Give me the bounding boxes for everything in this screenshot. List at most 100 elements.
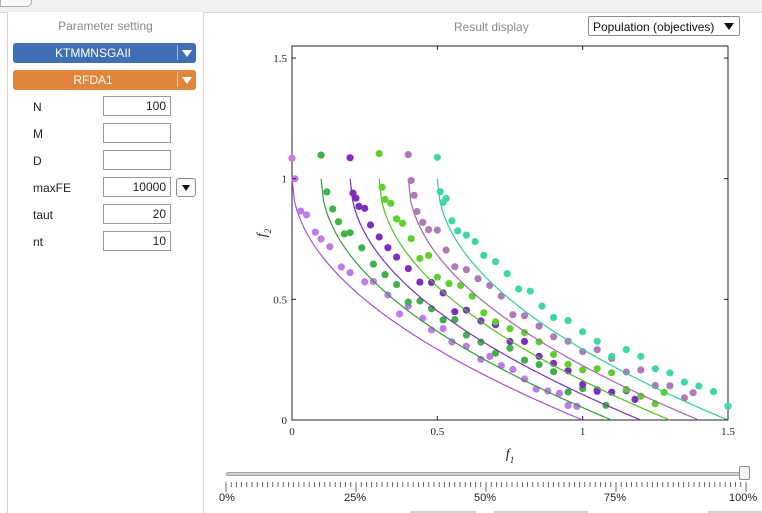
- population-point: [593, 337, 601, 345]
- population-point: [451, 308, 459, 316]
- slider-ticks: [225, 482, 747, 492]
- population-point: [337, 263, 345, 271]
- top-toolbar-strip: [0, 0, 762, 13]
- population-point: [593, 346, 601, 354]
- population-point: [433, 153, 441, 161]
- population-point: [564, 317, 572, 325]
- population-point: [593, 365, 601, 373]
- view-select-dropdown[interactable]: Population (objectives): [588, 16, 740, 36]
- population-point: [462, 231, 470, 239]
- param-label: taut: [33, 208, 54, 222]
- population-point: [555, 389, 563, 397]
- param-input-d[interactable]: [103, 150, 171, 170]
- bottom-button-stub[interactable]: [708, 511, 762, 513]
- bottom-button-stub[interactable]: [494, 511, 588, 513]
- slider-label-0: 0%: [219, 492, 235, 504]
- problem-select-label: RFDA1: [73, 73, 113, 87]
- population-point: [346, 154, 354, 162]
- population-point: [346, 269, 354, 277]
- population-point: [709, 388, 718, 396]
- param-input-maxfe[interactable]: 10000: [103, 177, 171, 197]
- progress-slider-thumb[interactable]: [739, 466, 750, 480]
- population-point: [477, 355, 485, 363]
- population-point: [407, 235, 415, 243]
- population-point: [346, 229, 354, 237]
- population-point: [439, 289, 447, 297]
- population-point: [689, 389, 697, 397]
- param-row-taut: taut 20: [33, 204, 203, 226]
- progress-slider-track[interactable]: [226, 472, 746, 476]
- population-point: [407, 176, 415, 185]
- x-tick-label: 1.5: [721, 426, 735, 438]
- population-point: [509, 365, 517, 374]
- slider-label-100: 100%: [729, 492, 758, 504]
- pareto-front-line: [436, 178, 729, 421]
- population-point: [651, 365, 659, 373]
- population-point: [433, 273, 441, 281]
- population-point: [637, 392, 645, 400]
- param-label: nt: [33, 235, 44, 249]
- population-point: [680, 378, 688, 386]
- population-point: [451, 316, 459, 324]
- population-point: [416, 278, 424, 286]
- population-point: [564, 360, 572, 368]
- population-point: [352, 194, 360, 202]
- population-point: [355, 202, 363, 210]
- x-tick-label: 0: [289, 426, 295, 438]
- population-point: [506, 344, 514, 352]
- toolbar-tab-stub[interactable]: [0, 0, 32, 7]
- pareto-front-line: [349, 178, 642, 421]
- slider-label-75: 75%: [604, 492, 627, 504]
- y-tick-label: 1: [282, 174, 288, 186]
- problem-select[interactable]: RFDA1: [13, 70, 196, 90]
- population-point: [369, 260, 377, 268]
- population-point: [535, 322, 543, 330]
- y-tick-label: 0.5: [273, 294, 287, 306]
- x-tick-label: 0.5: [430, 426, 444, 438]
- param-label: maxFE: [33, 181, 72, 195]
- population-point: [445, 280, 453, 288]
- population-point: [608, 369, 616, 377]
- y-tick-label: 0: [282, 415, 288, 427]
- algorithm-select[interactable]: KTMMNSGAII: [13, 43, 196, 63]
- param-input-taut[interactable]: 20: [103, 204, 171, 224]
- population-point: [550, 313, 558, 322]
- chevron-down-icon[interactable]: [177, 45, 194, 60]
- algorithm-select-label: KTMMNSGAII: [54, 46, 131, 60]
- param-row-n: N 100: [33, 96, 203, 118]
- population-point: [433, 226, 441, 234]
- param-input-nt[interactable]: 10: [103, 231, 171, 251]
- population-point: [526, 287, 534, 295]
- result-display-title: Result display: [454, 20, 529, 34]
- population-point: [311, 228, 319, 236]
- chevron-down-icon[interactable]: [177, 72, 194, 87]
- population-point: [637, 352, 645, 360]
- param-label: D: [33, 154, 42, 168]
- population-point: [515, 285, 523, 293]
- param-input-n[interactable]: 100: [103, 96, 171, 116]
- population-point: [503, 270, 511, 278]
- population-point: [486, 281, 494, 290]
- population-point: [326, 243, 334, 251]
- population-point: [358, 244, 366, 252]
- population-point: [535, 361, 543, 369]
- population-point: [416, 254, 424, 263]
- population-point: [378, 183, 386, 191]
- population-point: [666, 369, 674, 377]
- y-axis-label: f2: [255, 228, 273, 237]
- population-point: [393, 253, 401, 261]
- param-row-d: D: [33, 150, 203, 172]
- population-point: [361, 278, 369, 286]
- population-point: [520, 356, 529, 364]
- bottom-button-stub[interactable]: [410, 511, 476, 513]
- objectives-scatter-plot: 0 0.5 1 1.5 0 0.5 1 1.5 f1 f2: [255, 45, 735, 465]
- parameter-panel: Parameter setting KTMMNSGAII RFDA1 N 100…: [7, 12, 204, 513]
- population-point: [297, 207, 305, 215]
- population-point: [384, 244, 392, 252]
- population-point: [317, 151, 325, 159]
- maxfe-dropdown-button[interactable]: [176, 178, 196, 197]
- population-point: [334, 218, 343, 226]
- param-input-m[interactable]: [103, 123, 171, 143]
- population-point: [468, 292, 476, 300]
- param-label: N: [33, 100, 42, 114]
